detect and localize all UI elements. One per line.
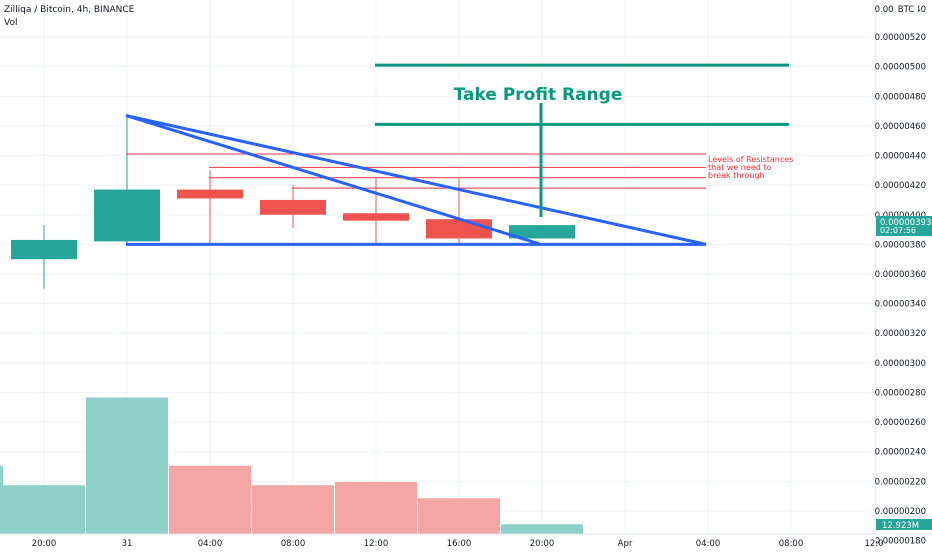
candle-body [260, 199, 326, 215]
time-tick: 20:00 [530, 539, 555, 549]
candles [11, 117, 575, 289]
time-tick: 04:00 [198, 539, 223, 549]
resistance-label: break through [708, 171, 765, 180]
trendline-inner [125, 114, 542, 246]
candle-body [509, 225, 575, 239]
time-axis-bg [0, 534, 876, 550]
time-tick: 31 [122, 539, 133, 549]
price-tick: 0.00000360 [875, 270, 926, 280]
currency-label: BTC [898, 5, 915, 15]
price-tick: 0.00000480 [875, 92, 926, 102]
currency-badge [894, 3, 918, 15]
price-tick: 0.00000520 [875, 33, 926, 43]
volume-bar [418, 498, 500, 534]
candle [94, 117, 160, 245]
triangle-pattern [125, 114, 707, 246]
price-tick: 0.00000240 [875, 448, 926, 458]
trendline-upper [125, 114, 707, 246]
price-scale: 0.00000540BTC0.000005200.000005000.00000… [875, 0, 932, 550]
volume-bar [335, 482, 417, 534]
price-tick: 0.00000340 [875, 300, 926, 310]
volume-value: 12.923M [882, 521, 919, 531]
price-tick: 0.00000180 [875, 537, 926, 547]
volume-bar [252, 485, 334, 534]
price-tick: 0.00000460 [875, 122, 926, 132]
price-tick: 0.00000280 [875, 388, 926, 398]
time-tick: Apr [618, 539, 633, 549]
candle-body [94, 189, 160, 242]
candle-body [343, 213, 409, 221]
candle-countdown: 02:07:56 [880, 226, 916, 235]
price-tick: 0.00000260 [875, 418, 926, 428]
time-tick: 12:0 [864, 539, 883, 549]
price-tick: 0.00000420 [875, 181, 926, 191]
volume-bar [86, 397, 168, 534]
price-tick: 0.00000200 [875, 507, 926, 517]
candle-body [11, 239, 77, 260]
volume-bar [501, 524, 583, 534]
resistance-label: Levels of Resistances [708, 155, 793, 164]
current-price-badge [876, 216, 932, 236]
price-tick: 0.00000300 [875, 359, 926, 369]
time-tick: 08:00 [281, 539, 306, 549]
candle-body [177, 189, 243, 199]
current-price: 0.00000393 [880, 218, 931, 228]
price-tick: 0.00000400 [875, 211, 926, 221]
candle [509, 225, 575, 239]
time-tick: 16:00 [447, 539, 472, 549]
time-tick: 04:00 [696, 539, 721, 549]
price-tick: 0.00000440 [875, 152, 926, 162]
volume-bar [169, 465, 251, 534]
chart-legend: Zilliqa / Bitcoin, 4h, BINANCE Vol [4, 4, 134, 30]
volume-badge [876, 519, 932, 530]
price-scale-bg [876, 0, 932, 550]
candle [343, 177, 409, 245]
price-tick: 0.00000380 [875, 240, 926, 250]
volume-bars [0, 397, 583, 534]
take-profit-range: Take Profit Range [375, 63, 789, 217]
take-profit-label: Take Profit Range [454, 85, 623, 105]
candle [11, 225, 77, 289]
price-tick: 0.00000320 [875, 329, 926, 339]
candle [260, 185, 326, 229]
price-tick: 0.00000220 [875, 477, 926, 487]
volume-indicator-label[interactable]: Vol [4, 18, 18, 28]
candle-body [426, 219, 492, 239]
time-axis: 20:00 31 04:00 08:00 12:00 16:00 20:00 Apr 04:00… [0, 533, 884, 550]
volume-bar-edge [0, 465, 3, 534]
resistance-label: that we need to [708, 163, 771, 172]
time-tick: 08:00 [779, 539, 804, 549]
candle [177, 170, 243, 245]
volume-bar [3, 485, 85, 534]
symbol-title[interactable]: Zilliqa / Bitcoin, 4h, BINANCE [4, 5, 135, 15]
price-tick: 0.00000500 [875, 63, 926, 73]
time-tick: 12:00 [364, 539, 389, 549]
time-tick: 20:00 [32, 539, 57, 549]
